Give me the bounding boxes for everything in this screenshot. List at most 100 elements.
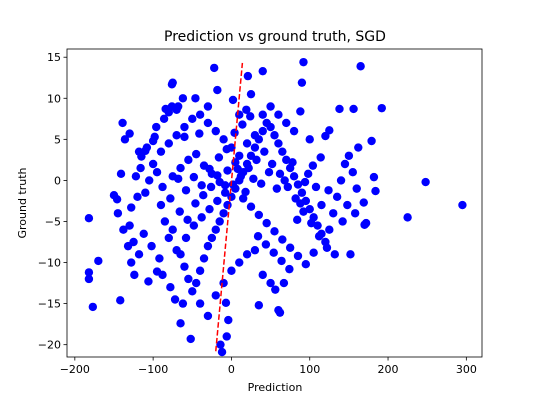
data-point: [275, 169, 285, 179]
data-point: [305, 135, 314, 144]
data-point: [242, 250, 252, 259]
data-point: [219, 209, 228, 218]
y-tick-label: −15: [38, 298, 61, 311]
data-point: [270, 227, 279, 236]
data-point: [293, 180, 303, 189]
data-point: [221, 298, 231, 307]
data-point: [242, 139, 252, 148]
data-point: [113, 209, 123, 218]
data-point: [172, 131, 181, 140]
data-point: [112, 195, 122, 204]
data-point: [325, 126, 334, 135]
data-point: [184, 274, 193, 284]
data-point: [136, 163, 145, 173]
data-point: [238, 194, 248, 203]
data-point: [119, 225, 128, 234]
data-point: [340, 159, 350, 169]
data-point: [299, 57, 308, 67]
data-point: [293, 251, 303, 261]
data-point: [299, 207, 308, 216]
data-point: [88, 302, 98, 312]
data-point: [348, 168, 357, 177]
data-point: [134, 250, 144, 259]
data-point: [205, 204, 214, 214]
data-point: [223, 166, 232, 175]
data-point: [144, 277, 153, 286]
data-point: [224, 315, 233, 325]
data-point: [285, 264, 294, 274]
data-point: [266, 278, 275, 288]
data-point: [277, 256, 286, 266]
data-point: [160, 217, 170, 226]
data-point: [94, 256, 103, 266]
data-point: [186, 334, 195, 344]
data-point: [159, 114, 169, 124]
data-point: [330, 250, 339, 259]
data-point: [168, 225, 177, 234]
data-point: [176, 163, 185, 173]
data-point: [275, 308, 285, 317]
data-point: [249, 174, 258, 183]
data-point: [120, 135, 130, 144]
y-tick-label: 10: [47, 92, 61, 105]
data-point: [377, 103, 386, 113]
data-point: [325, 225, 334, 234]
data-point: [180, 262, 189, 271]
data-point: [175, 207, 184, 216]
data-point: [297, 78, 307, 87]
data-point: [217, 347, 227, 357]
data-point: [180, 132, 189, 142]
data-point: [236, 172, 246, 181]
data-point: [188, 287, 197, 296]
data-point: [203, 311, 213, 321]
data-point: [258, 270, 267, 280]
data-point: [349, 104, 358, 114]
data-point: [84, 274, 94, 284]
data-point: [309, 248, 318, 257]
data-point: [317, 200, 326, 210]
data-point: [356, 62, 365, 71]
data-point: [183, 215, 192, 225]
data-point: [308, 161, 318, 170]
x-tick-label: −200: [60, 363, 90, 376]
data-point: [184, 155, 193, 165]
data-point: [300, 177, 310, 187]
data-point: [166, 282, 175, 292]
data-point: [246, 202, 256, 211]
data-point: [215, 217, 224, 226]
data-point: [199, 254, 209, 263]
data-point: [127, 258, 136, 267]
data-point: [216, 340, 225, 349]
data-point: [361, 218, 371, 228]
y-axis-label: Ground truth: [16, 167, 29, 238]
data-point: [195, 110, 205, 119]
data-point: [207, 233, 217, 243]
data-point: [332, 192, 342, 202]
data-point: [403, 213, 412, 222]
data-point: [213, 171, 222, 180]
y-tick-label: −20: [38, 339, 61, 352]
y-tick-label: 15: [47, 51, 61, 64]
data-point: [147, 241, 156, 251]
data-point: [279, 278, 289, 288]
data-point: [458, 200, 467, 210]
data-point: [369, 172, 379, 182]
data-point: [338, 217, 347, 226]
data-point: [211, 225, 220, 234]
data-point: [282, 118, 291, 128]
data-point: [278, 147, 287, 156]
data-point: [116, 296, 125, 305]
data-point: [314, 232, 324, 241]
data-point: [271, 285, 280, 294]
data-point: [210, 63, 219, 73]
data-point: [272, 184, 282, 193]
data-point: [152, 122, 161, 132]
data-point: [307, 218, 316, 228]
data-point: [214, 153, 224, 162]
data-point: [243, 71, 253, 81]
data-point: [266, 122, 275, 132]
data-point: [189, 172, 199, 182]
data-point: [267, 159, 277, 169]
data-point: [222, 145, 231, 154]
data-point: [285, 243, 295, 252]
